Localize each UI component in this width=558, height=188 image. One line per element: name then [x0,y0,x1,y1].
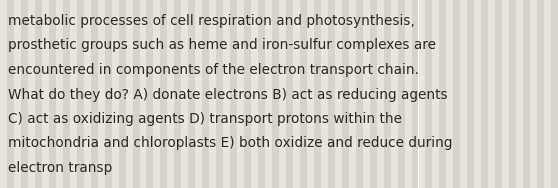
Bar [230,0,237,188]
Bar [537,0,544,188]
Bar [126,0,133,188]
Bar [460,0,467,188]
Bar [397,0,405,188]
Text: prosthetic groups such as heme and iron-sulfur complexes are: prosthetic groups such as heme and iron-… [8,39,436,52]
Text: encountered in components of the electron transport chain.: encountered in components of the electro… [8,63,419,77]
Bar [530,0,537,188]
Bar [202,0,209,188]
Bar [49,0,56,188]
Bar [453,0,460,188]
Bar [349,0,356,188]
Bar [544,0,551,188]
Bar [425,0,432,188]
Bar [418,0,425,188]
Bar [251,0,258,188]
Bar [481,0,488,188]
Text: metabolic processes of cell respiration and photosynthesis,: metabolic processes of cell respiration … [8,14,415,28]
Bar [335,0,341,188]
Bar [174,0,181,188]
Bar [516,0,523,188]
Bar [244,0,251,188]
Bar [496,0,502,188]
Bar [279,0,286,188]
Bar [140,0,146,188]
Bar [307,0,314,188]
Bar [195,0,202,188]
Text: electron transp: electron transp [8,161,112,175]
Bar [356,0,363,188]
Bar [551,0,558,188]
Bar [328,0,335,188]
Bar [321,0,328,188]
Bar [300,0,307,188]
Bar [286,0,293,188]
Bar [161,0,167,188]
Bar [468,0,474,188]
Text: C) act as oxidizing agents D) transport protons within the: C) act as oxidizing agents D) transport … [8,112,402,126]
Bar [411,0,418,188]
Bar [217,0,223,188]
Bar [265,0,272,188]
Bar [272,0,279,188]
Bar [7,0,14,188]
Bar [98,0,105,188]
Bar [446,0,453,188]
Bar [76,0,84,188]
Bar [105,0,112,188]
Bar [112,0,118,188]
Bar [474,0,481,188]
Bar [258,0,265,188]
Bar [188,0,195,188]
Bar [391,0,397,188]
Bar [523,0,530,188]
Bar [314,0,321,188]
Bar [62,0,70,188]
Bar [153,0,161,188]
Bar [223,0,230,188]
Bar [14,0,21,188]
Bar [432,0,439,188]
Bar [439,0,446,188]
Bar [363,0,369,188]
Bar [369,0,377,188]
Bar [118,0,126,188]
Bar [167,0,174,188]
Bar [35,0,42,188]
Bar [237,0,244,188]
Bar [209,0,217,188]
Bar [181,0,188,188]
Bar [509,0,516,188]
Bar [377,0,383,188]
Text: mitochondria and chloroplasts E) both oxidize and reduce during: mitochondria and chloroplasts E) both ox… [8,136,453,151]
Bar [502,0,509,188]
Bar [133,0,140,188]
Bar [21,0,28,188]
Bar [56,0,62,188]
Bar [488,0,496,188]
Bar [90,0,98,188]
Text: What do they do? A) donate electrons B) act as reducing agents: What do they do? A) donate electrons B) … [8,87,448,102]
Bar [405,0,411,188]
Bar [84,0,90,188]
Bar [0,0,7,188]
Bar [42,0,49,188]
Bar [293,0,300,188]
Bar [146,0,153,188]
Bar [28,0,35,188]
Bar [70,0,77,188]
Bar [341,0,349,188]
Bar [384,0,391,188]
